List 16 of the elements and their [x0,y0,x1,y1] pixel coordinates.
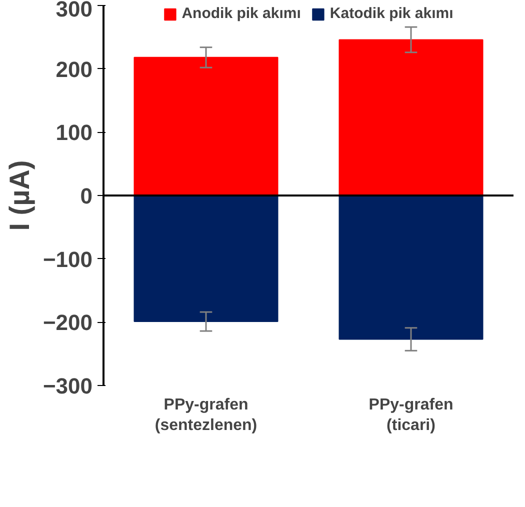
bar [134,56,278,196]
y-tick-label: −200 [42,310,93,336]
x-tick-label: PPy-grafen (sentezlenen) [154,396,258,434]
legend-label: Katodik pik akımı [330,5,454,22]
y-tick-label: −300 [42,374,93,398]
y-tick-label: −100 [42,246,93,272]
bar [134,195,278,322]
y-tick-label: 200 [56,56,93,82]
x-tick-label: PPy-grafen (ticari) [368,396,454,434]
bar [338,195,484,340]
y-tick-label: 100 [56,120,93,146]
y-tick-label: 300 [56,0,93,22]
y-tick-label: 0 [80,184,93,208]
bar [338,39,484,196]
y-axis-title: I (µA) [4,160,35,231]
legend-label: Anodik pik akımı [182,5,301,22]
